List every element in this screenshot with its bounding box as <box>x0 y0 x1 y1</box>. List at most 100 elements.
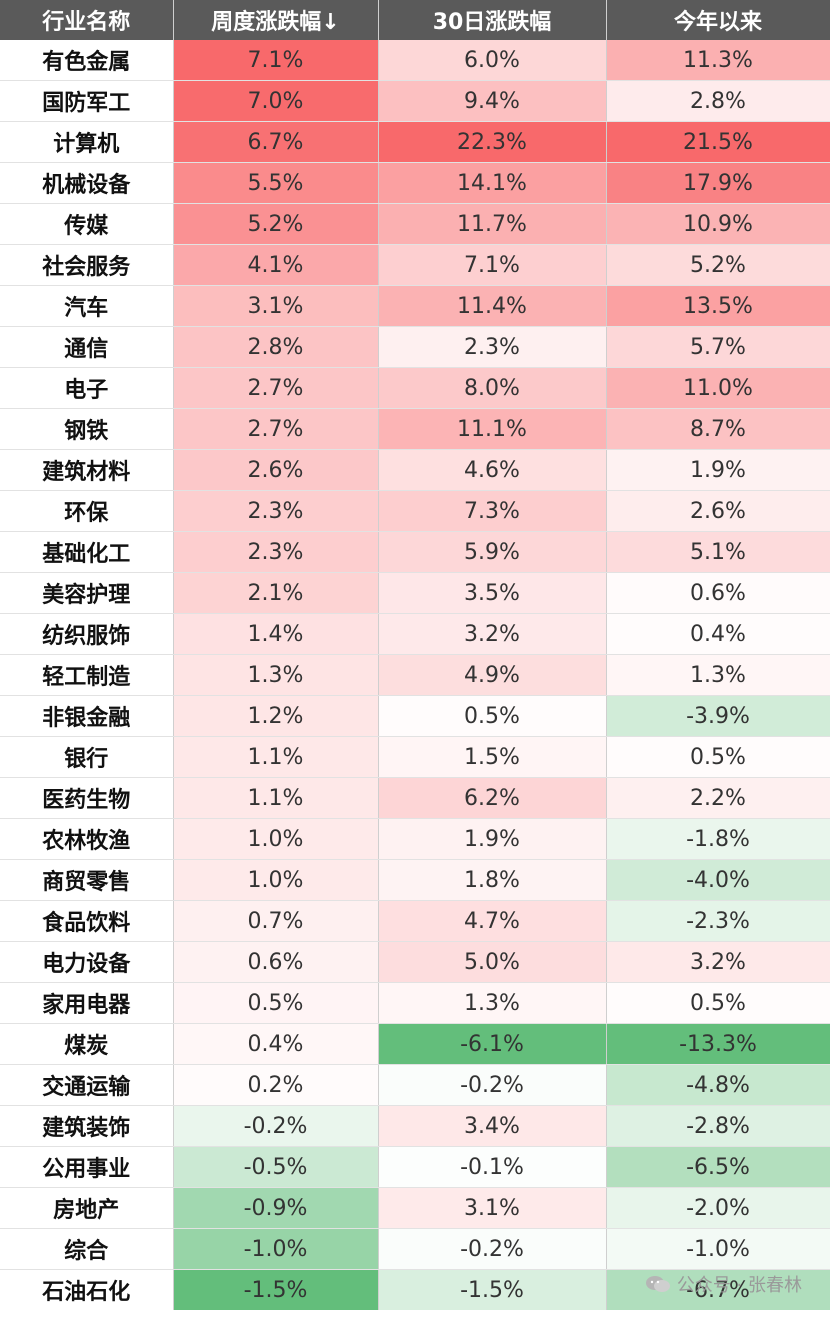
ytd-change-cell: -4.0% <box>606 859 830 901</box>
30day-change-cell: 11.4% <box>378 285 607 327</box>
30day-change-cell: 8.0% <box>378 367 607 409</box>
ytd-change-cell: 0.5% <box>606 982 830 1024</box>
weekly-change-cell: 1.0% <box>173 859 379 901</box>
table-row: 农林牧渔 1.0% 1.9% -1.8% <box>0 818 830 860</box>
weekly-change-cell: 1.3% <box>173 654 379 696</box>
header-30day-change[interactable]: 30日涨跌幅 <box>378 0 607 40</box>
ytd-change-cell: 17.9% <box>606 162 830 204</box>
30day-change-cell: 0.5% <box>378 695 607 737</box>
table-row: 煤炭 0.4% -6.1% -13.3% <box>0 1023 830 1065</box>
ytd-change-cell: 5.1% <box>606 531 830 573</box>
ytd-change-cell: 2.6% <box>606 490 830 532</box>
weekly-change-cell: 2.7% <box>173 367 379 409</box>
30day-change-cell: 11.7% <box>378 203 607 245</box>
table-row: 公用事业 -0.5% -0.1% -6.5% <box>0 1146 830 1188</box>
ytd-change-cell: -2.8% <box>606 1105 830 1147</box>
ytd-change-cell: 10.9% <box>606 203 830 245</box>
weekly-change-cell: 1.0% <box>173 818 379 860</box>
30day-change-cell: 4.7% <box>378 900 607 942</box>
30day-change-cell: 6.2% <box>378 777 607 819</box>
ytd-change-cell: 5.2% <box>606 244 830 286</box>
header-weekly-change[interactable]: 周度涨跌幅↓ <box>173 0 379 40</box>
watermark: 公众号 · 张春林 <box>645 1271 802 1297</box>
ytd-change-cell: 8.7% <box>606 408 830 450</box>
industry-name-cell: 建筑装饰 <box>0 1105 174 1147</box>
industry-name-cell: 农林牧渔 <box>0 818 174 860</box>
weekly-change-cell: 0.5% <box>173 982 379 1024</box>
industry-name-cell: 电力设备 <box>0 941 174 983</box>
30day-change-cell: 4.6% <box>378 449 607 491</box>
industry-name-cell: 煤炭 <box>0 1023 174 1065</box>
table-row: 环保 2.3% 7.3% 2.6% <box>0 490 830 532</box>
30day-change-cell: 5.0% <box>378 941 607 983</box>
weekly-change-cell: -0.2% <box>173 1105 379 1147</box>
weekly-change-cell: 2.3% <box>173 490 379 532</box>
30day-change-cell: 9.4% <box>378 80 607 122</box>
30day-change-cell: 7.3% <box>378 490 607 532</box>
table-row: 美容护理 2.1% 3.5% 0.6% <box>0 572 830 614</box>
industry-name-cell: 家用电器 <box>0 982 174 1024</box>
industry-name-cell: 医药生物 <box>0 777 174 819</box>
30day-change-cell: 22.3% <box>378 121 607 163</box>
header-row: 行业名称 周度涨跌幅↓ 30日涨跌幅 今年以来 <box>0 0 830 40</box>
industry-name-cell: 机械设备 <box>0 162 174 204</box>
ytd-change-cell: -1.8% <box>606 818 830 860</box>
30day-change-cell: -0.1% <box>378 1146 607 1188</box>
30day-change-cell: 1.9% <box>378 818 607 860</box>
30day-change-cell: 6.0% <box>378 40 607 81</box>
ytd-change-cell: 0.4% <box>606 613 830 655</box>
table-row: 石油石化 -1.5% -1.5% -6.7% <box>0 1269 830 1310</box>
table-row: 非银金融 1.2% 0.5% -3.9% <box>0 695 830 737</box>
industry-name-cell: 汽车 <box>0 285 174 327</box>
weekly-change-cell: 1.1% <box>173 777 379 819</box>
weekly-change-cell: 2.7% <box>173 408 379 450</box>
table-row: 基础化工 2.3% 5.9% 5.1% <box>0 531 830 573</box>
table-row: 电子 2.7% 8.0% 11.0% <box>0 367 830 409</box>
ytd-change-cell: 2.2% <box>606 777 830 819</box>
ytd-change-cell: -2.0% <box>606 1187 830 1229</box>
weekly-change-cell: -0.5% <box>173 1146 379 1188</box>
weekly-change-cell: 7.1% <box>173 40 379 81</box>
30day-change-cell: 14.1% <box>378 162 607 204</box>
30day-change-cell: 1.5% <box>378 736 607 778</box>
industry-name-cell: 传媒 <box>0 203 174 245</box>
weekly-change-cell: 1.2% <box>173 695 379 737</box>
table-row: 钢铁 2.7% 11.1% 8.7% <box>0 408 830 450</box>
ytd-change-cell: 1.3% <box>606 654 830 696</box>
weekly-change-cell: 1.4% <box>173 613 379 655</box>
30day-change-cell: 4.9% <box>378 654 607 696</box>
30day-change-cell: 3.1% <box>378 1187 607 1229</box>
table-row: 轻工制造 1.3% 4.9% 1.3% <box>0 654 830 696</box>
weekly-change-cell: -1.0% <box>173 1228 379 1270</box>
table-row: 电力设备 0.6% 5.0% 3.2% <box>0 941 830 983</box>
industry-name-cell: 美容护理 <box>0 572 174 614</box>
industry-name-cell: 计算机 <box>0 121 174 163</box>
weekly-change-cell: 6.7% <box>173 121 379 163</box>
ytd-change-cell: 0.6% <box>606 572 830 614</box>
table-row: 建筑装饰 -0.2% 3.4% -2.8% <box>0 1105 830 1147</box>
ytd-change-cell: 1.9% <box>606 449 830 491</box>
30day-change-cell: 5.9% <box>378 531 607 573</box>
ytd-change-cell: -6.5% <box>606 1146 830 1188</box>
industry-name-cell: 基础化工 <box>0 531 174 573</box>
wechat-icon <box>645 1276 670 1292</box>
weekly-change-cell: 5.2% <box>173 203 379 245</box>
industry-name-cell: 商贸零售 <box>0 859 174 901</box>
weekly-change-cell: 1.1% <box>173 736 379 778</box>
table-row: 传媒 5.2% 11.7% 10.9% <box>0 203 830 245</box>
weekly-change-cell: 4.1% <box>173 244 379 286</box>
table-row: 房地产 -0.9% 3.1% -2.0% <box>0 1187 830 1229</box>
ytd-change-cell: -3.9% <box>606 695 830 737</box>
30day-change-cell: -0.2% <box>378 1228 607 1270</box>
table-row: 通信 2.8% 2.3% 5.7% <box>0 326 830 368</box>
industry-name-cell: 银行 <box>0 736 174 778</box>
30day-change-cell: 11.1% <box>378 408 607 450</box>
table-row: 医药生物 1.1% 6.2% 2.2% <box>0 777 830 819</box>
30day-change-cell: 3.5% <box>378 572 607 614</box>
industry-name-cell: 环保 <box>0 490 174 532</box>
weekly-change-cell: 5.5% <box>173 162 379 204</box>
watermark-text: 公众号 · 张春林 <box>676 1275 802 1296</box>
header-ytd-change[interactable]: 今年以来 <box>606 0 830 40</box>
weekly-change-cell: 3.1% <box>173 285 379 327</box>
table-row: 汽车 3.1% 11.4% 13.5% <box>0 285 830 327</box>
